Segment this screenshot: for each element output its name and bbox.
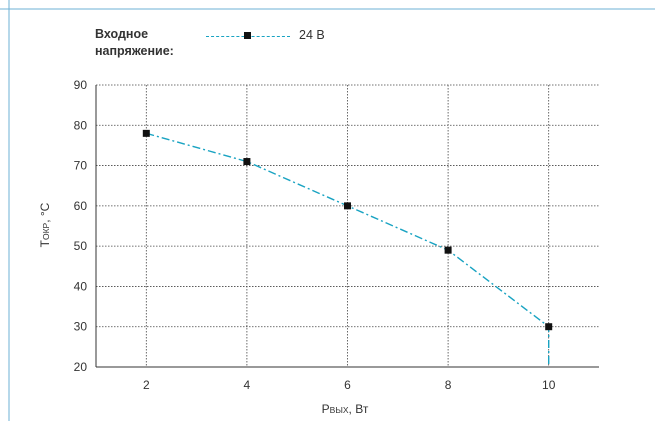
x-tick-label: 10	[542, 378, 556, 392]
x-tick-label: 6	[344, 378, 351, 392]
x-tick-label: 8	[445, 378, 452, 392]
data-point-marker	[444, 246, 452, 254]
y-tick-label: 40	[74, 279, 88, 293]
data-point-marker	[344, 202, 351, 210]
x-tick-label: 4	[244, 378, 251, 392]
x-axis-label: PВЫХ, Вт	[322, 402, 369, 416]
y-tick-label: 90	[74, 78, 88, 92]
y-tick-label: 20	[74, 360, 88, 374]
data-point-marker	[545, 323, 553, 331]
legend-marker-swatch	[244, 32, 251, 39]
series-layer	[142, 129, 553, 367]
legend-title: Входное напряжение:	[95, 27, 174, 58]
y-tick-label: 70	[74, 159, 88, 173]
axis-layer: 20 30 40 50 60 70 80 90 2 4 6 8 10	[74, 78, 599, 392]
data-point-marker	[243, 158, 251, 166]
label-layer: PВЫХ, Вт TОКР, °C	[38, 202, 369, 416]
y-tick-label: 60	[74, 199, 88, 213]
x-tick-label: 2	[143, 378, 150, 392]
y-axis-label: TОКР, °C	[38, 202, 52, 247]
series-line-24v	[146, 132, 550, 367]
data-point-marker	[142, 129, 150, 137]
grid-layer	[96, 84, 599, 367]
y-tick-label: 30	[74, 320, 88, 334]
legend-label: 24 В	[299, 28, 325, 42]
y-tick-label: 80	[74, 118, 88, 132]
y-tick-label: 50	[74, 239, 88, 253]
